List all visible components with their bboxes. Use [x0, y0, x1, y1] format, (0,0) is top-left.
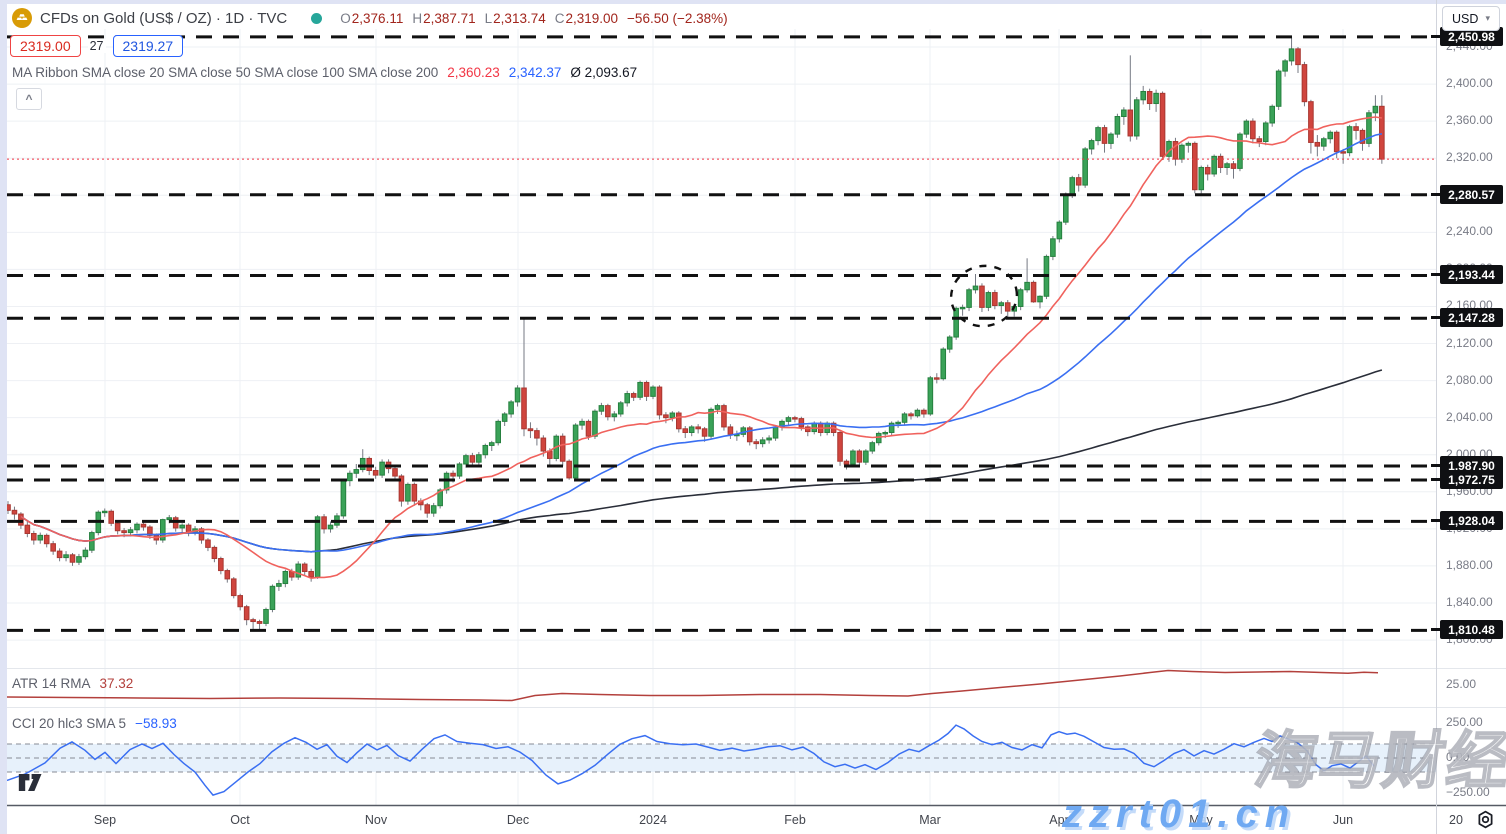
- drawing-annotation-ellipse[interactable]: [945, 260, 1022, 332]
- time-axis[interactable]: Sep Oct Nov Dec 2024 Feb Mar Apr May Jun 20: [0, 806, 1463, 834]
- time-axis-label: Nov: [364, 813, 388, 827]
- time-axis-label: Sep: [93, 813, 117, 827]
- ma-ribbon-label: MA Ribbon SMA close 20 SMA close 50 SMA …: [12, 65, 439, 80]
- price-tick: 2,120.00: [1446, 335, 1493, 350]
- cci-axis-tick: 250.00: [1446, 715, 1483, 729]
- ma-ribbon-value-20: 2,360.23: [447, 65, 500, 80]
- sma200-line: [20, 369, 1383, 553]
- price-tick: 2,360.00: [1446, 113, 1493, 128]
- time-axis-label: 20: [1449, 813, 1463, 827]
- currency-label: USD: [1452, 11, 1479, 26]
- cci-legend[interactable]: CCI 20 hlc3 SMA 5 −58.93: [12, 716, 177, 731]
- market-status-icon[interactable]: [311, 12, 323, 24]
- price-level-badge[interactable]: 2,450.98: [1431, 26, 1503, 46]
- time-axis-label: Feb: [784, 813, 806, 827]
- atr-axis-tick: 25.00: [1446, 677, 1477, 691]
- time-axis-label: Jun: [1332, 813, 1354, 827]
- window-edge-left: [0, 0, 7, 834]
- price-tick: 2,040.00: [1446, 409, 1493, 424]
- time-axis-label: Apr: [1049, 813, 1069, 827]
- price-level-badge[interactable]: 2,147.28: [1431, 308, 1503, 328]
- symbol-title[interactable]: CFDs on Gold (US$ / OZ) · 1D · TVC: [40, 9, 288, 27]
- ohlc-values: O2,376.11 H2,387.71 L2,313.74 C2,319.00 …: [340, 10, 728, 26]
- sma50-line: [20, 133, 1383, 553]
- buy-button[interactable]: 2319.27: [112, 35, 184, 57]
- price-level-badge[interactable]: 1,928.04: [1431, 511, 1503, 531]
- cci-line: [6, 724, 1375, 796]
- ma-ribbon-legend[interactable]: MA Ribbon SMA close 20 SMA close 50 SMA …: [12, 65, 637, 80]
- spread-value: 27: [87, 39, 106, 53]
- tradingview-logo[interactable]: [18, 774, 48, 791]
- time-axis-label: Oct: [230, 813, 250, 827]
- price-level-badge[interactable]: 2,280.57: [1431, 184, 1503, 204]
- time-axis-label: Mar: [919, 813, 941, 827]
- cci-label: CCI 20 hlc3 SMA 5: [12, 716, 127, 731]
- change-value: −56.50 (−2.38%): [627, 10, 728, 26]
- time-axis-label: May: [1189, 813, 1213, 827]
- symbol-header: CFDs on Gold (US$ / OZ) · 1D · TVC O2,37…: [12, 7, 728, 29]
- timezone-settings-gear-icon[interactable]: [1475, 809, 1496, 830]
- chevron-down-icon: ▾: [1485, 13, 1490, 23]
- currency-dropdown[interactable]: USD ▾: [1442, 6, 1500, 31]
- collapse-indicators-button[interactable]: ^: [16, 88, 42, 110]
- price-level-badge[interactable]: 1,972.75: [1431, 469, 1503, 489]
- price-axis[interactable]: USD ▾ 1,800.001,840.001,880.001,920.001,…: [1431, 0, 1506, 834]
- price-tick: 2,320.00: [1446, 150, 1493, 165]
- price-tick: 1,840.00: [1446, 595, 1493, 609]
- price-tick: 1,880.00: [1446, 557, 1493, 572]
- time-axis-label: 2024: [639, 813, 667, 827]
- gold-symbol-icon: [12, 8, 32, 28]
- ma-ribbon-value-200: Ø 2,093.67: [570, 65, 638, 80]
- price-level-badge[interactable]: 2,193.44: [1431, 265, 1503, 285]
- atr-legend[interactable]: ATR 14 RMA 37.32: [12, 676, 133, 691]
- ma-ribbon-value-50: 2,342.37: [508, 65, 562, 80]
- time-axis-label: Dec: [506, 813, 530, 827]
- price-level-badge[interactable]: 1,810.48: [1431, 620, 1503, 640]
- price-tick: 2,400.00: [1446, 76, 1493, 91]
- price-tick: 2,080.00: [1446, 372, 1493, 387]
- atr-line: [6, 669, 1379, 702]
- atr-label: ATR 14 RMA: [12, 676, 91, 691]
- bid-ask-row: 2319.00 27 2319.27: [10, 35, 184, 57]
- atr-value: 37.32: [99, 676, 134, 691]
- cci-value: −58.93: [135, 716, 177, 731]
- cci-axis-tick: 0.00: [1446, 750, 1470, 764]
- candlestick-series[interactable]: [5, 37, 1385, 631]
- sell-button[interactable]: 2319.00: [10, 35, 81, 57]
- sma20-line: [20, 116, 1383, 580]
- price-tick: 2,240.00: [1446, 224, 1493, 239]
- cci-axis-tick: −250.00: [1446, 785, 1490, 799]
- window-edge-top: [0, 0, 1506, 4]
